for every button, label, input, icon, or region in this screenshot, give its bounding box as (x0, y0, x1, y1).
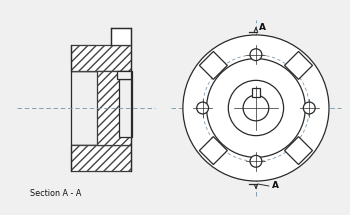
Circle shape (303, 102, 315, 114)
Polygon shape (199, 51, 227, 79)
Text: A: A (259, 23, 266, 32)
Circle shape (228, 80, 284, 136)
Polygon shape (71, 144, 131, 171)
Circle shape (250, 155, 262, 167)
Circle shape (250, 49, 262, 61)
Polygon shape (285, 137, 313, 164)
Polygon shape (71, 45, 131, 71)
Polygon shape (117, 71, 132, 79)
Polygon shape (199, 137, 227, 164)
Polygon shape (111, 28, 131, 45)
Polygon shape (252, 88, 260, 97)
Circle shape (197, 102, 209, 114)
Text: Section A - A: Section A - A (30, 189, 81, 198)
Circle shape (183, 35, 329, 181)
Text: A: A (272, 181, 279, 190)
Polygon shape (119, 79, 132, 137)
Polygon shape (285, 51, 313, 79)
Circle shape (243, 95, 269, 121)
Polygon shape (97, 71, 131, 144)
